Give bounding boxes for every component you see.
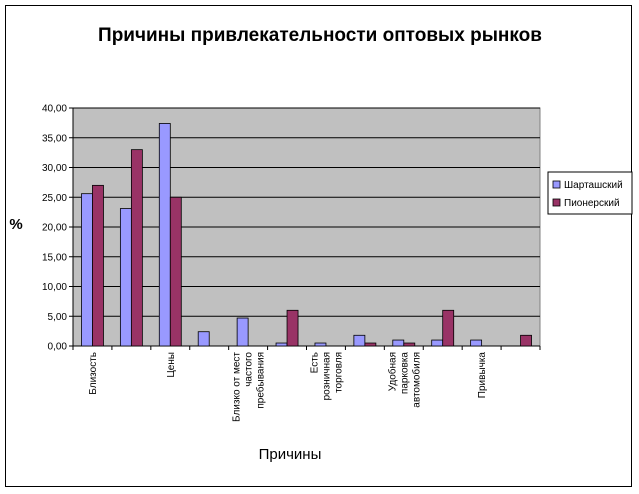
y-tick-label: 20,00 [42,223,67,234]
y-tick-label: 30,00 [42,163,67,174]
x-tick-label: Близко от мест частого пребывания [232,352,267,422]
bar-2-3 [169,196,182,347]
bar-2-10 [442,309,455,347]
x-tick-label-line: Цены [166,352,177,378]
legend-label-2: Пионерский [564,198,620,209]
y-tick-label: 35,00 [42,133,67,144]
plot-area: 0,00 5,00 10,00 15,00 20,00 25,00 30,00 35,00 40… [42,104,541,422]
bar-1-6 [275,342,288,347]
y-axis-title: % [9,216,22,233]
bar-1-5 [236,317,249,347]
bar-1-9 [392,339,405,347]
bar-2-6 [286,309,299,347]
bar-2-12 [520,334,532,347]
legend-box [547,171,633,215]
x-tick-label-line: пребывания [255,352,267,409]
x-tick-label-line: парковка [399,352,410,394]
x-tick-label: Близость [88,352,99,395]
chart-title: Причины привлекательности оптовых рынков [98,25,542,46]
legend-swatch-2 [552,198,561,207]
bar-1-11 [470,339,483,347]
x-tick-label-line: Есть [309,352,320,373]
y-tick-label: 5,00 [48,312,68,323]
x-axis-title: Причины [259,446,322,463]
x-tick-label-line: торговля [333,352,344,393]
bar-2-8 [364,342,377,347]
x-tick-label-line: Удобная [386,352,398,391]
bar-1-2 [119,208,132,347]
y-tick-label: 10,00 [42,282,67,293]
bar-2-1 [92,184,104,347]
y-tick-label: 0,00 [48,342,68,353]
x-tick-label-line: Близость [88,352,99,395]
y-tick-label: 15,00 [42,252,67,263]
x-tick-label: Привычка [477,352,488,399]
bar-1-4 [197,331,210,347]
bar-1-7 [314,342,327,347]
x-tick-label: Удобная парковка автомобиля [386,352,422,408]
bar-2-2 [130,149,143,347]
x-tick-label-line: Привычка [477,352,488,399]
bar-1-8 [353,334,366,347]
legend-swatch-1 [552,180,561,189]
x-tick-label-line: частого [244,352,255,387]
x-tick-label: Есть розничная торговля [309,352,344,400]
legend: Шарташский Пионерский [547,171,633,215]
legend-label-1: Шарташский [564,180,623,191]
bar-1-10 [431,339,444,347]
bar-1-3 [158,123,171,347]
x-tick-label-line: Близко от мест [232,352,243,422]
y-tick-label: 25,00 [42,193,67,204]
bar-2-9 [403,342,416,347]
bar-1-1 [81,193,93,347]
y-tick-label: 40,00 [42,104,67,115]
x-tick-label-line: автомобиля [410,352,422,408]
x-tick-label-line: розничная [321,352,332,400]
x-tick-label: Цены [166,352,177,378]
